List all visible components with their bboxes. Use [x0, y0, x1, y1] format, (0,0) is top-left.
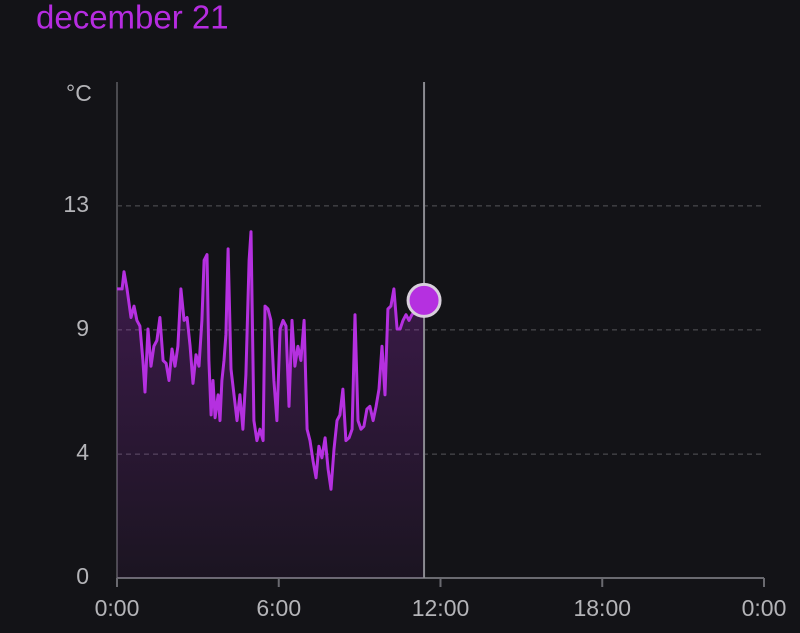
x-tick-label: 12:00	[412, 595, 470, 621]
x-tick-label: 6:00	[256, 595, 301, 621]
y-tick-label: 13	[63, 191, 89, 217]
current-point	[406, 282, 442, 318]
area	[117, 231, 425, 578]
y-tick-label: 4	[76, 439, 89, 465]
x-tick-label: 18:00	[573, 595, 631, 621]
x-tick-label: 0:00	[742, 595, 787, 621]
x-tick-label: 0:00	[95, 595, 140, 621]
line	[117, 230, 426, 491]
y-tick-label: 0	[76, 563, 89, 589]
chart-title: december 21	[36, 0, 229, 36]
y-tick-label: 9	[76, 315, 89, 341]
y-axis-label: °C	[66, 80, 92, 106]
